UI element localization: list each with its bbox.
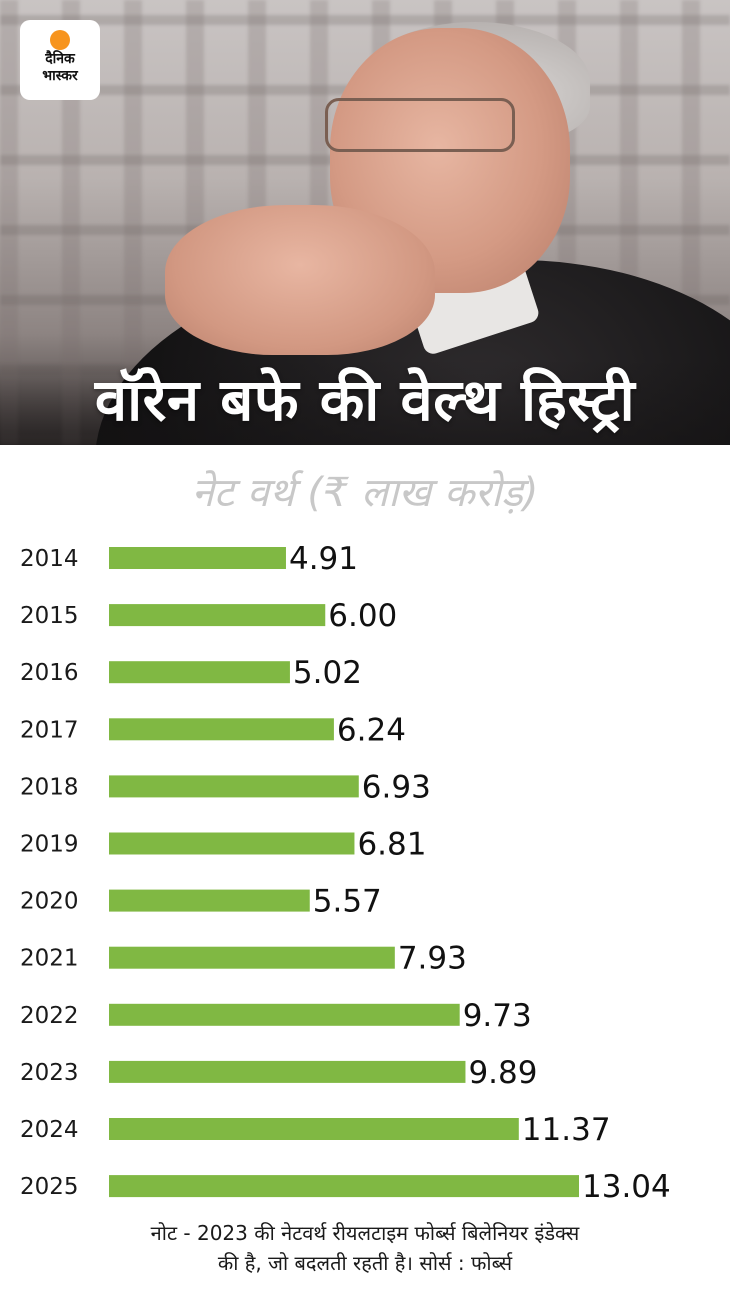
value-label: 6.93	[362, 769, 431, 805]
hero-image: दैनिक भास्कर वॉरेन बफे की वेल्थ हिस्ट्री	[0, 0, 730, 445]
bar-2025	[109, 1175, 579, 1198]
value-label: 5.02	[293, 655, 362, 691]
logo-line-1: दैनिक	[45, 51, 75, 67]
year-label: 2023	[20, 1060, 79, 1086]
year-label: 2019	[20, 832, 79, 858]
bar-2024	[109, 1118, 519, 1140]
person-clasped-hands	[165, 205, 435, 355]
year-label: 2014	[20, 546, 79, 572]
footnote: नोट - 2023 की नेटवर्थ रीयलटाइम फोर्ब्स ब…	[0, 1218, 730, 1278]
value-label: 6.00	[328, 598, 397, 634]
year-label: 2018	[20, 774, 79, 800]
logo-line-2: भास्कर	[42, 68, 78, 84]
year-label: 2020	[20, 889, 79, 915]
value-label: 7.93	[398, 941, 467, 977]
page-title: वॉरेन बफे की वेल्थ हिस्ट्री	[94, 366, 636, 434]
year-label: 2022	[20, 1003, 79, 1029]
person-glasses	[325, 98, 515, 152]
dainik-bhaskar-logo: दैनिक भास्कर	[20, 20, 100, 100]
value-label: 6.81	[357, 827, 426, 863]
bar-2023	[109, 1060, 466, 1083]
value-label: 9.89	[468, 1055, 537, 1091]
footnote-line-1: नोट - 2023 की नेटवर्थ रीयलटाइम फोर्ब्स ब…	[150, 1221, 580, 1245]
bar-2017	[109, 718, 334, 741]
value-label: 11.37	[522, 1112, 611, 1148]
footnote-line-2: की है, जो बदलती रहती है। सोर्स : फोर्ब्स	[217, 1251, 513, 1275]
bar-2014	[109, 547, 286, 569]
year-label: 2017	[20, 717, 79, 743]
bar-2018	[109, 775, 359, 798]
bar-2022	[109, 1003, 460, 1026]
value-label: 9.73	[463, 998, 532, 1034]
logo-sun-icon	[50, 30, 70, 50]
net-worth-bar-chart: 2014 4.91 2015 6.00 2016 5.02 2017 6.24 2018 6.93…	[20, 541, 671, 1205]
value-label: 5.57	[313, 884, 382, 920]
value-label: 4.91	[289, 541, 358, 577]
bar-2021	[109, 946, 395, 969]
value-label: 6.24	[337, 712, 406, 748]
value-label: 13.04	[582, 1169, 671, 1205]
year-label: 2016	[20, 660, 79, 686]
bar-2019	[109, 832, 355, 855]
year-label: 2025	[20, 1174, 79, 1200]
bar-2016	[109, 661, 290, 684]
bar-2020	[109, 889, 310, 912]
year-label: 2021	[20, 946, 79, 972]
hero-shade	[0, 360, 730, 445]
year-label: 2015	[20, 603, 79, 629]
chart-title: नेट वर्थ (₹ लाख करोड़)	[191, 470, 539, 516]
bar-2015	[109, 604, 326, 627]
year-label: 2024	[20, 1117, 79, 1143]
